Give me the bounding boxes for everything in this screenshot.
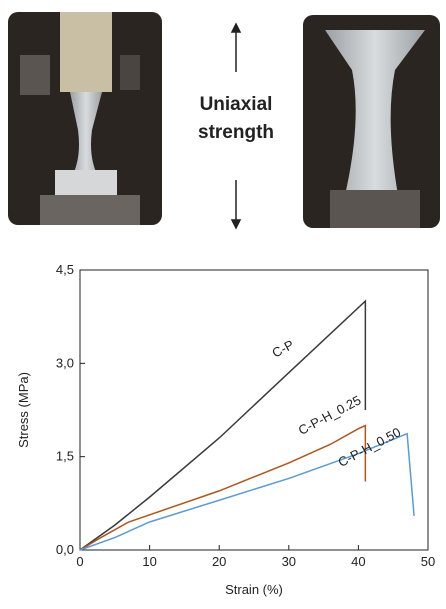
x-tick-label: 30	[282, 554, 296, 569]
y-tick-label: 0,0	[56, 542, 74, 557]
y-tick-label: 3,0	[56, 355, 74, 370]
x-axis-label: Strain (%)	[225, 582, 283, 597]
y-axis-label: Stress (MPa)	[16, 372, 31, 448]
series-label: C-P-H_0.50	[336, 424, 404, 469]
x-tick-label: 20	[212, 554, 226, 569]
series-label: C-P	[270, 337, 297, 361]
y-tick-label: 4,5	[56, 262, 74, 277]
plot-frame	[80, 270, 428, 550]
series-line	[80, 426, 365, 550]
x-tick-label: 10	[142, 554, 156, 569]
photo-right	[303, 15, 440, 228]
x-tick-label: 50	[421, 554, 435, 569]
photo-left	[8, 12, 162, 225]
x-tick-label: 0	[76, 554, 83, 569]
x-tick-label: 40	[351, 554, 365, 569]
caption-line: strength	[198, 122, 274, 143]
caption-line: Uniaxial	[200, 94, 273, 115]
y-tick-label: 1,5	[56, 449, 74, 464]
figure: Uniaxial strength Strain (%) Stress (MPa…	[0, 0, 446, 604]
